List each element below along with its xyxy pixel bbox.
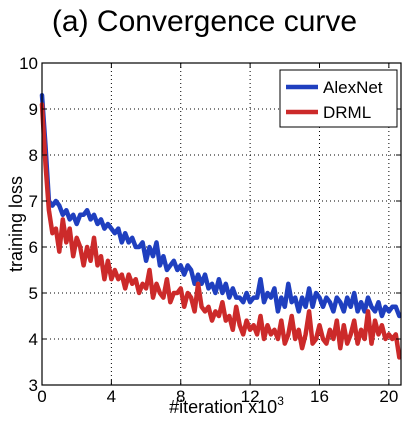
y-tick-label: 6 xyxy=(29,238,38,257)
y-axis-label: training loss xyxy=(6,176,26,272)
x-tick-label: 20 xyxy=(379,387,398,406)
legend-label-drml: DRML xyxy=(323,103,371,122)
y-tick-label: 4 xyxy=(29,330,38,349)
y-tick-label: 8 xyxy=(29,146,38,165)
axes-frame xyxy=(41,62,402,386)
x-tick-label: 0 xyxy=(37,387,46,406)
x-axis-label: #iteration x103 xyxy=(169,394,284,417)
y-tick-label: 3 xyxy=(29,376,38,395)
x-tick-label: 4 xyxy=(107,387,116,406)
legend-box xyxy=(279,69,398,128)
series-line-alexnet xyxy=(39,92,402,319)
x-tick-label: 12 xyxy=(241,387,260,406)
y-tick-label: 9 xyxy=(29,100,38,119)
x-tick-label: 16 xyxy=(310,387,329,406)
chart-title: (a) Convergence curve xyxy=(51,5,358,38)
legend-label-alexnet: AlexNet xyxy=(323,78,383,97)
y-tick-label: 5 xyxy=(29,284,38,303)
x-tick-label: 8 xyxy=(176,387,185,406)
y-tick-label: 10 xyxy=(19,54,38,73)
series-line-drml xyxy=(39,102,402,360)
y-tick-label: 7 xyxy=(29,192,38,211)
